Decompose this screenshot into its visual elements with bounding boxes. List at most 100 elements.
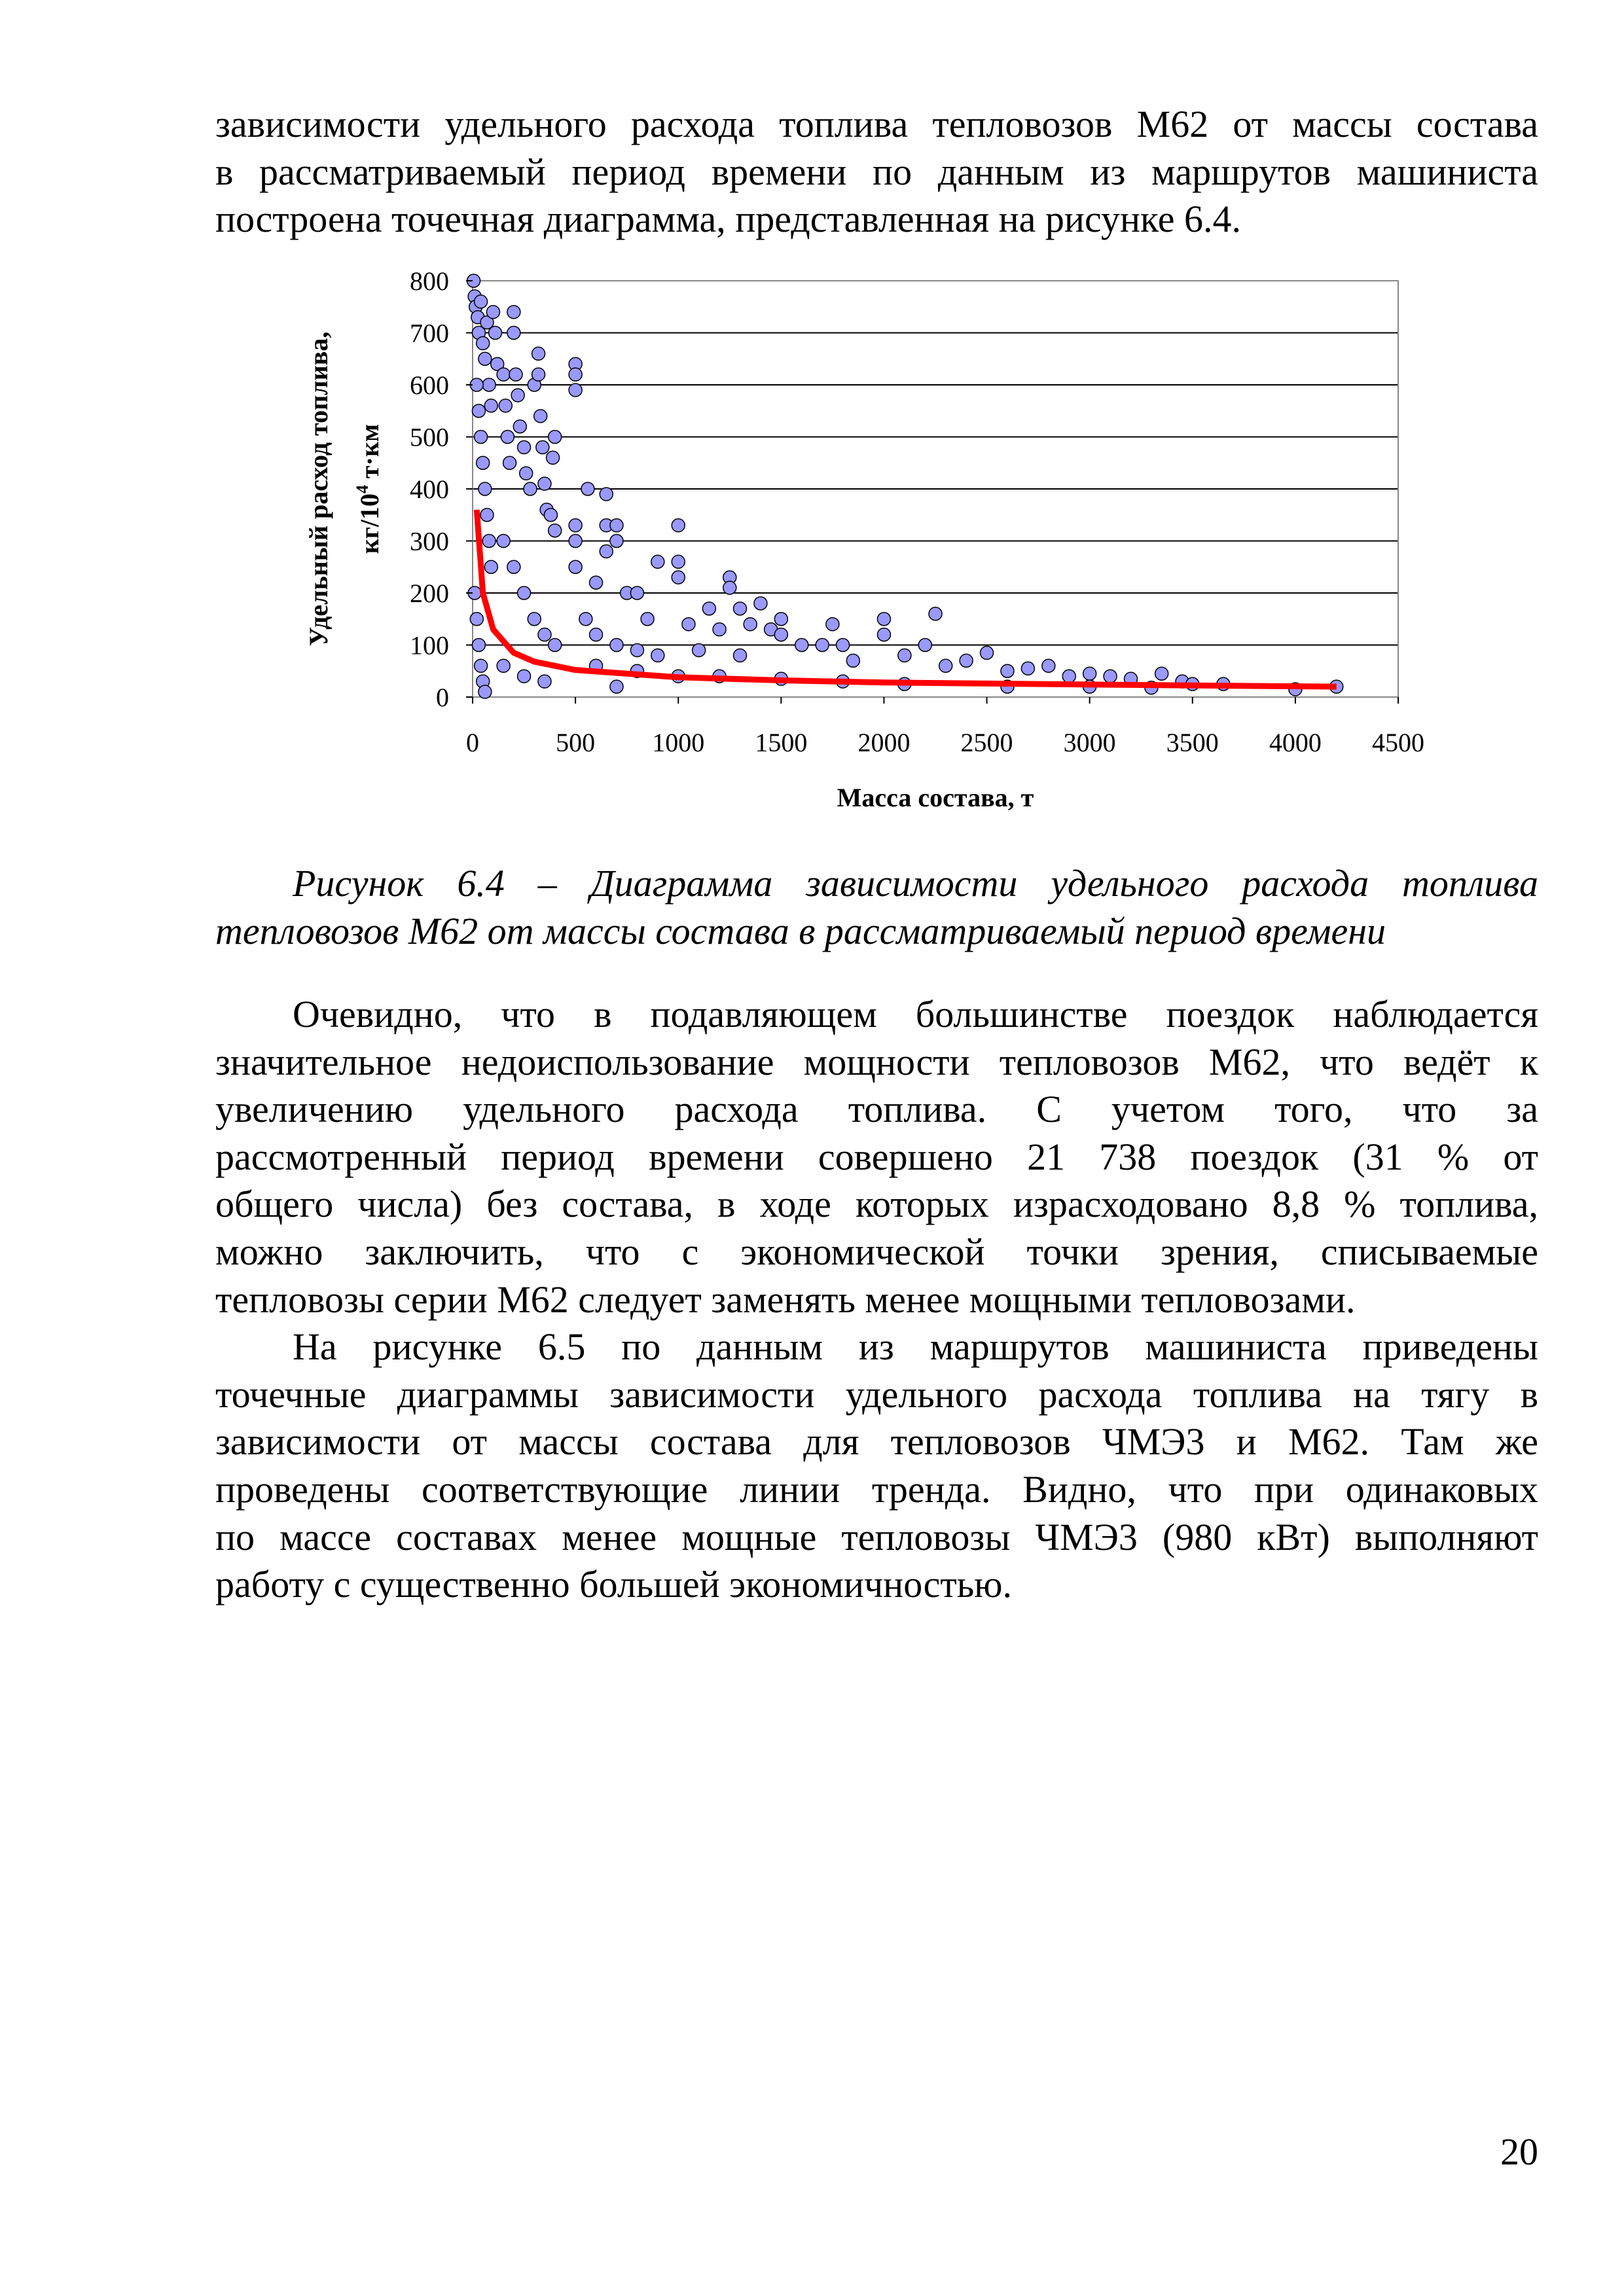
data-point	[490, 357, 505, 371]
paragraph-line: можно заключить, что с экономической точ…	[215, 1230, 1538, 1273]
data-point	[671, 554, 685, 569]
data-point	[502, 456, 517, 470]
data-point	[537, 674, 552, 689]
data-point	[516, 669, 532, 683]
data-point	[876, 627, 892, 642]
data-point	[599, 487, 613, 501]
paragraph-line: работу с существенно большей экономичнос…	[215, 1563, 1013, 1606]
data-point	[609, 679, 624, 694]
data-point	[630, 643, 645, 658]
data-point	[581, 482, 595, 496]
paragraph-line: общего числа) без состава, в ходе которы…	[215, 1183, 1538, 1226]
data-point	[533, 408, 548, 423]
data-point	[599, 544, 613, 559]
data-point	[475, 336, 490, 351]
text-line: зависимости удельного расхода топлива те…	[215, 103, 1538, 145]
data-point	[547, 637, 562, 653]
data-point	[568, 367, 583, 382]
x-tick-label: 0	[466, 728, 479, 757]
data-point	[588, 575, 604, 590]
data-point	[1041, 658, 1056, 673]
data-point	[545, 450, 560, 465]
data-point	[774, 612, 789, 626]
data-point	[609, 637, 624, 653]
x-tick-label: 4500	[1372, 728, 1424, 757]
data-point	[496, 533, 511, 548]
data-point	[473, 658, 488, 673]
paragraph-line: Очевидно, что в подавляющем большинстве …	[293, 993, 1538, 1035]
paragraph-line: На рисунке 6.5 по данным из маршрутов ма…	[293, 1325, 1538, 1369]
data-point	[507, 304, 521, 319]
data-point	[1082, 666, 1097, 681]
x-tick-label: 1000	[652, 728, 704, 757]
data-point	[473, 429, 488, 444]
data-point	[732, 648, 748, 663]
y-axis-title-line1: Удельный расход топлива,	[304, 332, 333, 647]
x-tick-label: 3500	[1166, 728, 1219, 757]
data-point	[516, 586, 532, 600]
data-point	[518, 466, 533, 480]
data-point	[609, 518, 624, 533]
x-tick-label: 1500	[755, 728, 807, 757]
caption-line: Рисунок 6.4 – Диаграмма зависимости удел…	[293, 862, 1538, 905]
data-point	[507, 560, 521, 574]
paragraph-line: значительное недоиспользование мощности …	[215, 1040, 1538, 1083]
data-point	[959, 653, 973, 668]
data-point	[543, 508, 558, 522]
data-point	[547, 429, 562, 444]
data-point	[537, 627, 552, 642]
data-point	[568, 383, 583, 397]
y-tick-label: 100	[410, 631, 449, 660]
data-point	[651, 648, 665, 663]
data-point	[918, 637, 933, 653]
data-point	[753, 596, 768, 611]
data-point	[723, 581, 737, 595]
data-point	[979, 645, 994, 660]
data-point	[579, 612, 593, 626]
data-point	[496, 367, 511, 382]
data-point	[651, 554, 665, 569]
data-point	[815, 637, 829, 653]
data-point	[897, 648, 912, 663]
scatter-chart: 0 500 1000 1500 2000 2500 3000 3500 4000 4500 0 10…	[304, 266, 1424, 812]
data-point	[1000, 664, 1015, 678]
y-tick-label: 800	[410, 266, 449, 296]
data-point	[928, 607, 943, 621]
data-point	[1062, 669, 1076, 683]
paragraph-line: точечные диаграммы зависимости удельного…	[215, 1372, 1538, 1416]
data-point	[1103, 669, 1117, 683]
data-point	[702, 601, 717, 616]
x-tick-label: 3000	[1064, 728, 1116, 757]
data-point	[568, 533, 583, 548]
data-point	[712, 622, 727, 637]
y-tick-label: 0	[436, 683, 449, 712]
data-point	[516, 440, 532, 455]
data-point	[640, 612, 655, 626]
data-point	[478, 482, 492, 496]
data-point	[484, 560, 499, 574]
data-point	[498, 399, 513, 413]
data-point	[876, 612, 892, 626]
data-point	[609, 533, 624, 548]
y-tick-label: 700	[410, 319, 449, 348]
paragraph-line: тепловозы серии М62 следует заменять мен…	[215, 1278, 1356, 1321]
data-point	[484, 399, 499, 413]
data-point	[471, 637, 486, 653]
data-point	[482, 533, 496, 548]
data-point	[846, 653, 861, 668]
data-point	[630, 586, 645, 600]
data-point	[480, 315, 494, 330]
data-point	[732, 601, 748, 616]
data-points	[466, 274, 1344, 699]
data-point	[473, 295, 488, 309]
paragraph-line: увеличению удельного расхода топлива. С …	[215, 1088, 1538, 1131]
data-point	[527, 612, 542, 626]
data-point	[691, 643, 706, 658]
text-line: построена точечная диаграмма, представле…	[215, 198, 1241, 241]
data-point	[488, 325, 503, 340]
data-point	[531, 367, 546, 382]
y-tick-label: 300	[410, 527, 449, 556]
data-point	[1154, 666, 1169, 681]
x-tick-labels: 0 500 1000 1500 2000 2500 3000 3500 4000 4500	[466, 697, 1424, 757]
data-point	[478, 685, 492, 699]
